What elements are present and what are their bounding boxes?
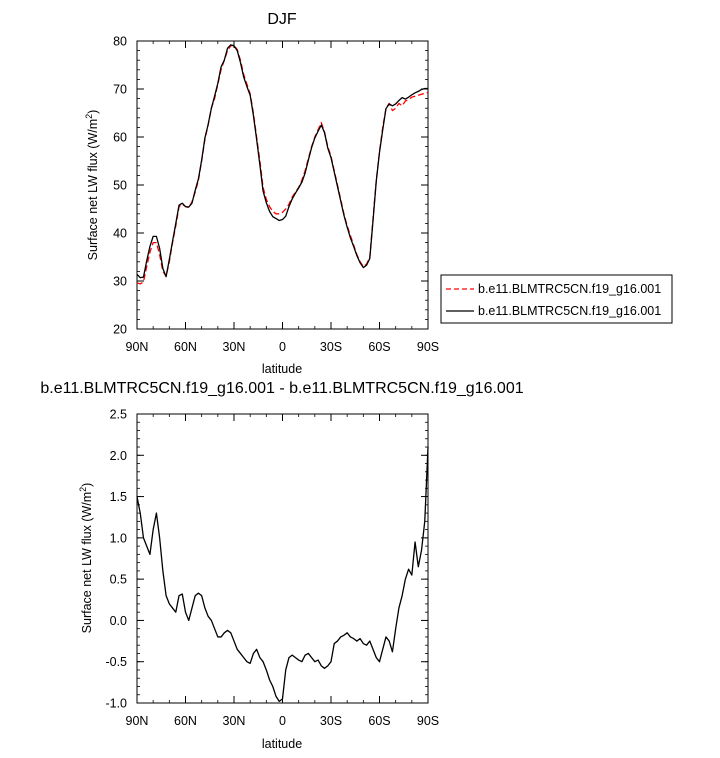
top-series-lines [136, 44, 429, 285]
bottom-x-tick-label: 90S [417, 714, 439, 728]
top-y-axis: 20 30 40 50 60 70 80 [113, 35, 428, 337]
bottom-y-tick-label: 2.0 [110, 449, 127, 463]
bottom-y-tick-label: 1.5 [110, 490, 127, 504]
bottom-x-tick-label: 30S [320, 714, 342, 728]
bottom-x-axis-label: latitude [262, 737, 302, 751]
bottom-y-axis-label-close: ) [80, 483, 94, 487]
top-x-tick-label: 60N [174, 340, 197, 354]
bottom-y-tick-label: -0.5 [105, 655, 127, 669]
top-y-axis-label: Surface net LW flux (W/m2) [84, 110, 100, 261]
legend-label-1: b.e11.BLMTRC5CN.f19_g16.001 [478, 282, 661, 296]
bottom-y-tick-label: -1.0 [105, 697, 127, 711]
top-plot-frame [136, 40, 429, 330]
bottom-x-tick-label: 60N [174, 714, 197, 728]
top-y-tick-label: 40 [113, 227, 127, 241]
top-x-axis: 90N 60N 30N 0 30S 60S 90S [126, 41, 439, 354]
legend: b.e11.BLMTRC5CN.f19_g16.001 b.e11.BLMTRC… [440, 274, 673, 324]
top-x-axis-label: latitude [262, 362, 302, 376]
bottom-y-axis-label: Surface net LW flux (W/m2) [78, 483, 94, 634]
top-series-line-2 [136, 44, 428, 279]
bottom-y-tick-label: 1.0 [110, 531, 127, 545]
chart-top: DJF 20 30 40 50 60 70 80 90N 60N 30N 0 30S 60S 90S l… [84, 11, 439, 376]
top-series-line-1 [136, 44, 429, 285]
legend-box [440, 274, 673, 324]
bottom-series-lines [136, 447, 429, 702]
bottom-x-tick-label: 90N [126, 714, 149, 728]
top-chart-title: DJF [267, 11, 297, 28]
bottom-x-tick-label: 30N [223, 714, 246, 728]
top-x-tick-label: 30S [320, 340, 342, 354]
bottom-x-axis: 90N 60N 30N 0 30S 60S 90S [126, 414, 439, 728]
bottom-series-line-1 [136, 447, 429, 702]
top-y-tick-label: 60 [113, 131, 127, 145]
top-y-tick-label: 30 [113, 275, 127, 289]
top-x-tick-label: 90N [126, 340, 149, 354]
bottom-y-tick-label: 2.5 [110, 408, 127, 422]
bottom-y-axis-label-main: Surface net LW flux (W/m [80, 492, 94, 633]
top-y-tick-label: 70 [113, 83, 127, 97]
bottom-plot-frame [136, 413, 429, 704]
chart-bottom: b.e11.BLMTRC5CN.f19_g16.001 - b.e11.BLMT… [40, 380, 523, 751]
bottom-chart-title: b.e11.BLMTRC5CN.f19_g16.001 - b.e11.BLMT… [40, 380, 523, 397]
bottom-y-axis-label-sup: 2 [78, 487, 88, 492]
top-y-tick-label: 20 [113, 323, 127, 337]
top-x-tick-label: 60S [368, 340, 390, 354]
bottom-x-tick-label: 60S [368, 714, 390, 728]
top-x-tick-label: 0 [279, 340, 286, 354]
top-y-tick-label: 50 [113, 179, 127, 193]
top-y-axis-label-close: ) [86, 110, 100, 114]
top-y-axis-label-sup: 2 [84, 114, 94, 119]
top-x-tick-label: 90S [417, 340, 439, 354]
bottom-y-tick-label: 0.5 [110, 573, 127, 587]
bottom-x-tick-label: 0 [279, 714, 286, 728]
bottom-y-tick-label: 0.0 [110, 614, 127, 628]
bottom-y-axis: -1.0 -0.5 0.0 0.5 1.0 1.5 2.0 2.5 [105, 408, 428, 711]
top-x-tick-label: 30N [223, 340, 246, 354]
top-y-tick-label: 80 [113, 35, 127, 49]
top-y-axis-label-main: Surface net LW flux (W/m [86, 119, 100, 260]
legend-label-2: b.e11.BLMTRC5CN.f19_g16.001 [478, 304, 661, 318]
